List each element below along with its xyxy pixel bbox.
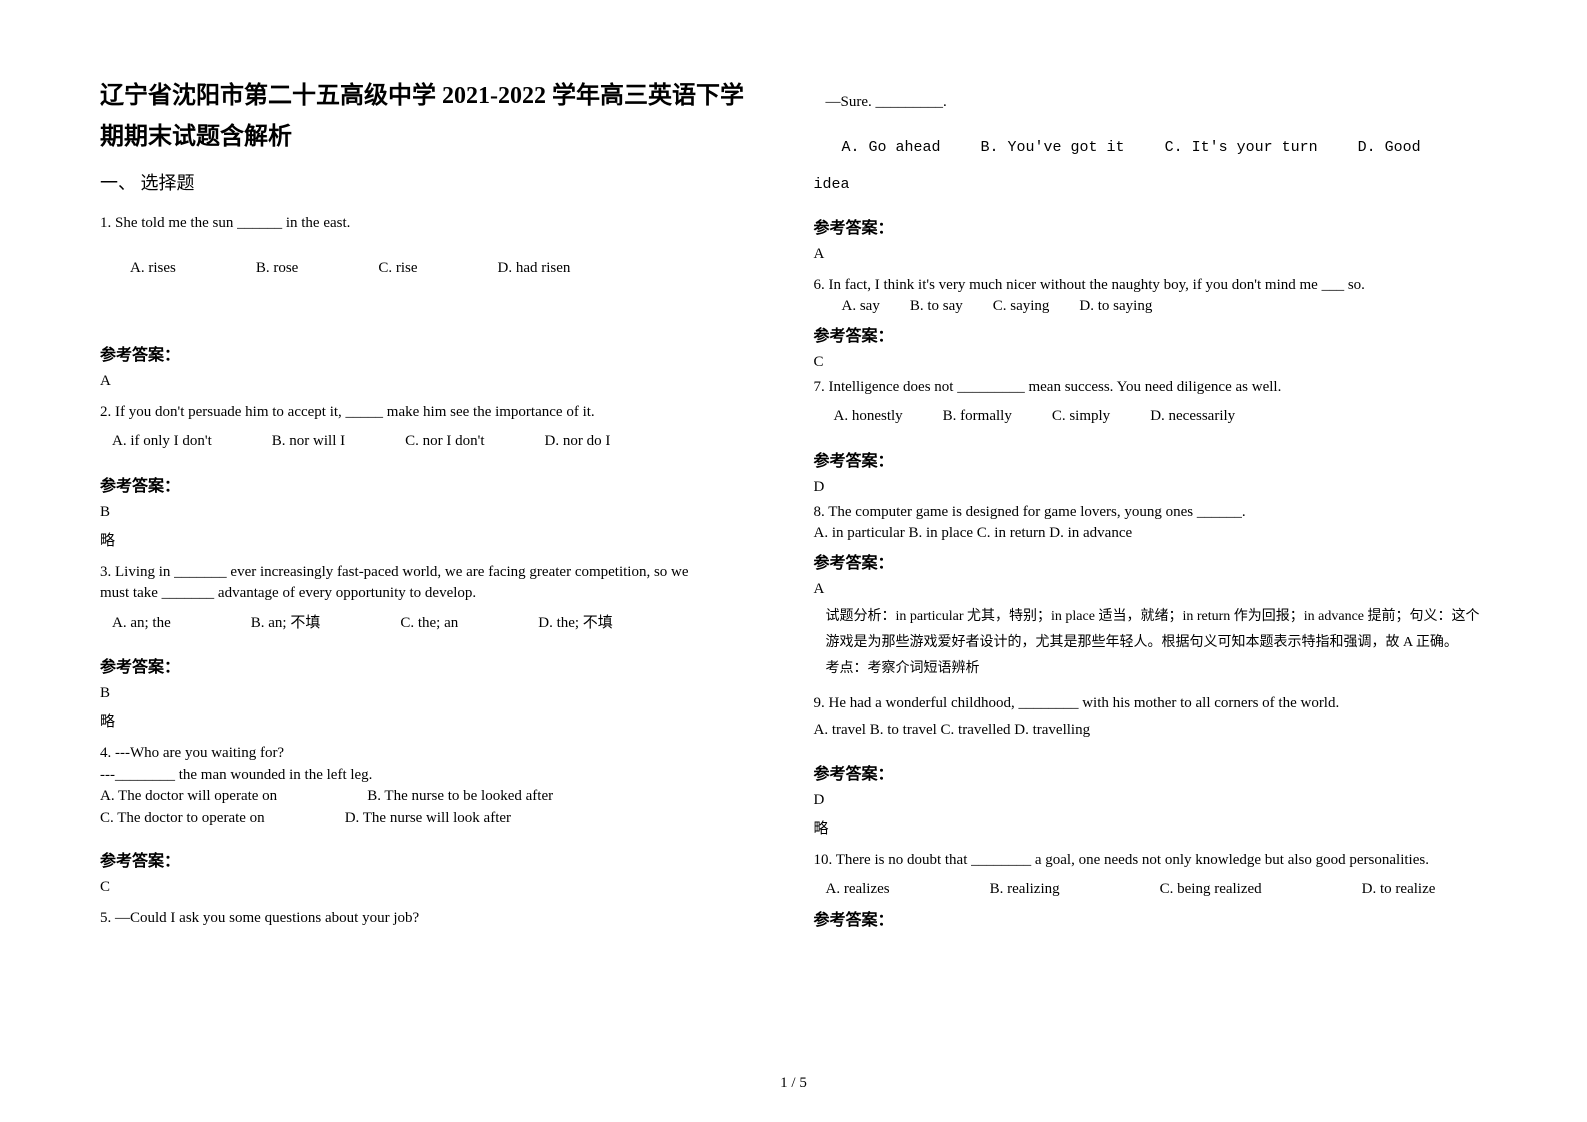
q8-answer-heading: 参考答案：: [814, 549, 1488, 573]
q9-stem: 9. He had a wonderful childhood, _______…: [814, 691, 1488, 717]
q3-answer: B: [100, 685, 774, 702]
section-heading: 一、 选择题: [100, 169, 774, 195]
q1-options: A. rises B. rose C. rise D. had risen: [100, 254, 774, 283]
q9-options: A. travel B. to travel C. travelled D. t…: [814, 718, 1488, 744]
q7-opt-b: B. formally: [943, 402, 1012, 431]
q5-opt-d-cont: idea: [814, 172, 1488, 198]
q5-opt-d: D. Good: [1358, 134, 1421, 163]
q6-options: A. say B. to say C. saying D. to saying: [814, 294, 1488, 320]
q1-opt-a: A. rises: [130, 254, 176, 283]
q10-opt-b: B. realizing: [990, 875, 1060, 904]
q2-lue: 略: [100, 529, 774, 550]
q10-opt-d: D. to realize: [1362, 875, 1436, 904]
q8-note2: 游戏是为那些游戏爱好者设计的，尤其是那些年轻人。根据句义可知本题表示特指和强调，…: [826, 632, 1488, 654]
q2-options: A. if only I don't B. nor will I C. nor …: [100, 427, 774, 456]
q8-answer: A: [814, 581, 1488, 598]
q7-opt-a: A. honestly: [834, 402, 903, 431]
two-column-layout: 辽宁省沈阳市第二十五高级中学 2021-2022 学年高三英语下学 期期末试题含…: [100, 80, 1487, 860]
q5-answer-heading: 参考答案：: [814, 214, 1488, 238]
q4-answer-heading: 参考答案：: [100, 847, 774, 871]
q10-opt-a: A. realizes: [826, 875, 890, 904]
left-column: 辽宁省沈阳市第二十五高级中学 2021-2022 学年高三英语下学 期期末试题含…: [100, 80, 774, 860]
q1-opt-c: C. rise: [378, 254, 417, 283]
q7-opt-d: D. necessarily: [1150, 402, 1235, 431]
q4-opt-c: C. The doctor to operate on: [100, 806, 265, 832]
q7-opt-c: C. simply: [1052, 402, 1110, 431]
q10-opt-c: C. being realized: [1160, 875, 1262, 904]
q3-lue: 略: [100, 710, 774, 731]
q6-opt-c: C. saying: [993, 294, 1050, 320]
q1-stem: 1. She told me the sun ______ in the eas…: [100, 211, 774, 237]
q10-answer-heading: 参考答案：: [814, 906, 1488, 930]
q2-opt-b: B. nor will I: [272, 427, 345, 456]
q6-answer-heading: 参考答案：: [814, 322, 1488, 346]
doc-title-line1: 辽宁省沈阳市第二十五高级中学 2021-2022 学年高三英语下学: [100, 80, 774, 114]
q3-answer-heading: 参考答案：: [100, 653, 774, 677]
q6-opt-b: B. to say: [910, 294, 963, 320]
q3-opt-d: D. the; 不填: [538, 609, 613, 638]
q5-options: A. Go ahead B. You've got it C. It's you…: [814, 134, 1488, 163]
q5-opt-a: A. Go ahead: [842, 134, 941, 163]
q5-answer: A: [814, 246, 1488, 263]
q2-answer-heading: 参考答案：: [100, 472, 774, 496]
q2-opt-d: D. nor do I: [545, 427, 611, 456]
q6-answer: C: [814, 354, 1488, 371]
q4-options-row2: C. The doctor to operate on D. The nurse…: [100, 806, 774, 832]
q3-opt-a: A. an; the: [112, 609, 171, 638]
q3-opt-c: C. the; an: [400, 609, 458, 638]
page: 辽宁省沈阳市第二十五高级中学 2021-2022 学年高三英语下学 期期末试题含…: [0, 0, 1587, 1122]
q8-note3: 考点：考察介词短语辨析: [826, 658, 1488, 680]
q10-stem: 10. There is no doubt that ________ a go…: [814, 848, 1488, 874]
q4-opt-d: D. The nurse will look after: [345, 806, 511, 832]
right-column: —Sure. _________. A. Go ahead B. You've …: [814, 80, 1488, 860]
q9-answer-heading: 参考答案：: [814, 760, 1488, 784]
q5-opt-c: C. It's your turn: [1165, 134, 1318, 163]
q7-options: A. honestly B. formally C. simply D. nec…: [814, 402, 1488, 431]
q7-answer: D: [814, 479, 1488, 496]
q5-opt-b: B. You've got it: [981, 134, 1125, 163]
q1-opt-b: B. rose: [256, 254, 299, 283]
q2-opt-a: A. if only I don't: [112, 427, 212, 456]
q8-note1: 试题分析：in particular 尤其，特别；in place 适当，就绪；…: [826, 606, 1488, 628]
page-number: 1 / 5: [0, 1075, 1587, 1092]
q7-answer-heading: 参考答案：: [814, 447, 1488, 471]
q6-opt-a: A. say: [842, 294, 880, 320]
q2-opt-c: C. nor I don't: [405, 427, 484, 456]
q1-answer: A: [100, 373, 774, 390]
q4-answer: C: [100, 879, 774, 896]
q1-answer-heading: 参考答案：: [100, 341, 774, 365]
q6-opt-d: D. to saying: [1079, 294, 1152, 320]
q5-stem-b: —Sure. _________.: [814, 90, 1488, 116]
q1-opt-d: D. had risen: [498, 254, 571, 283]
q9-answer: D: [814, 792, 1488, 809]
q9-lue: 略: [814, 817, 1488, 838]
q2-answer: B: [100, 504, 774, 521]
q3-opt-b: B. an; 不填: [251, 609, 321, 638]
q7-stem: 7. Intelligence does not _________ mean …: [814, 375, 1488, 401]
doc-title-line2: 期期末试题含解析: [100, 116, 774, 151]
q3-options: A. an; the B. an; 不填 C. the; an D. the; …: [100, 609, 774, 638]
q2-stem: 2. If you don't persuade him to accept i…: [100, 400, 774, 426]
q10-options: A. realizes B. realizing C. being realiz…: [814, 875, 1488, 904]
q5-stem: 5. —Could I ask you some questions about…: [100, 906, 774, 932]
